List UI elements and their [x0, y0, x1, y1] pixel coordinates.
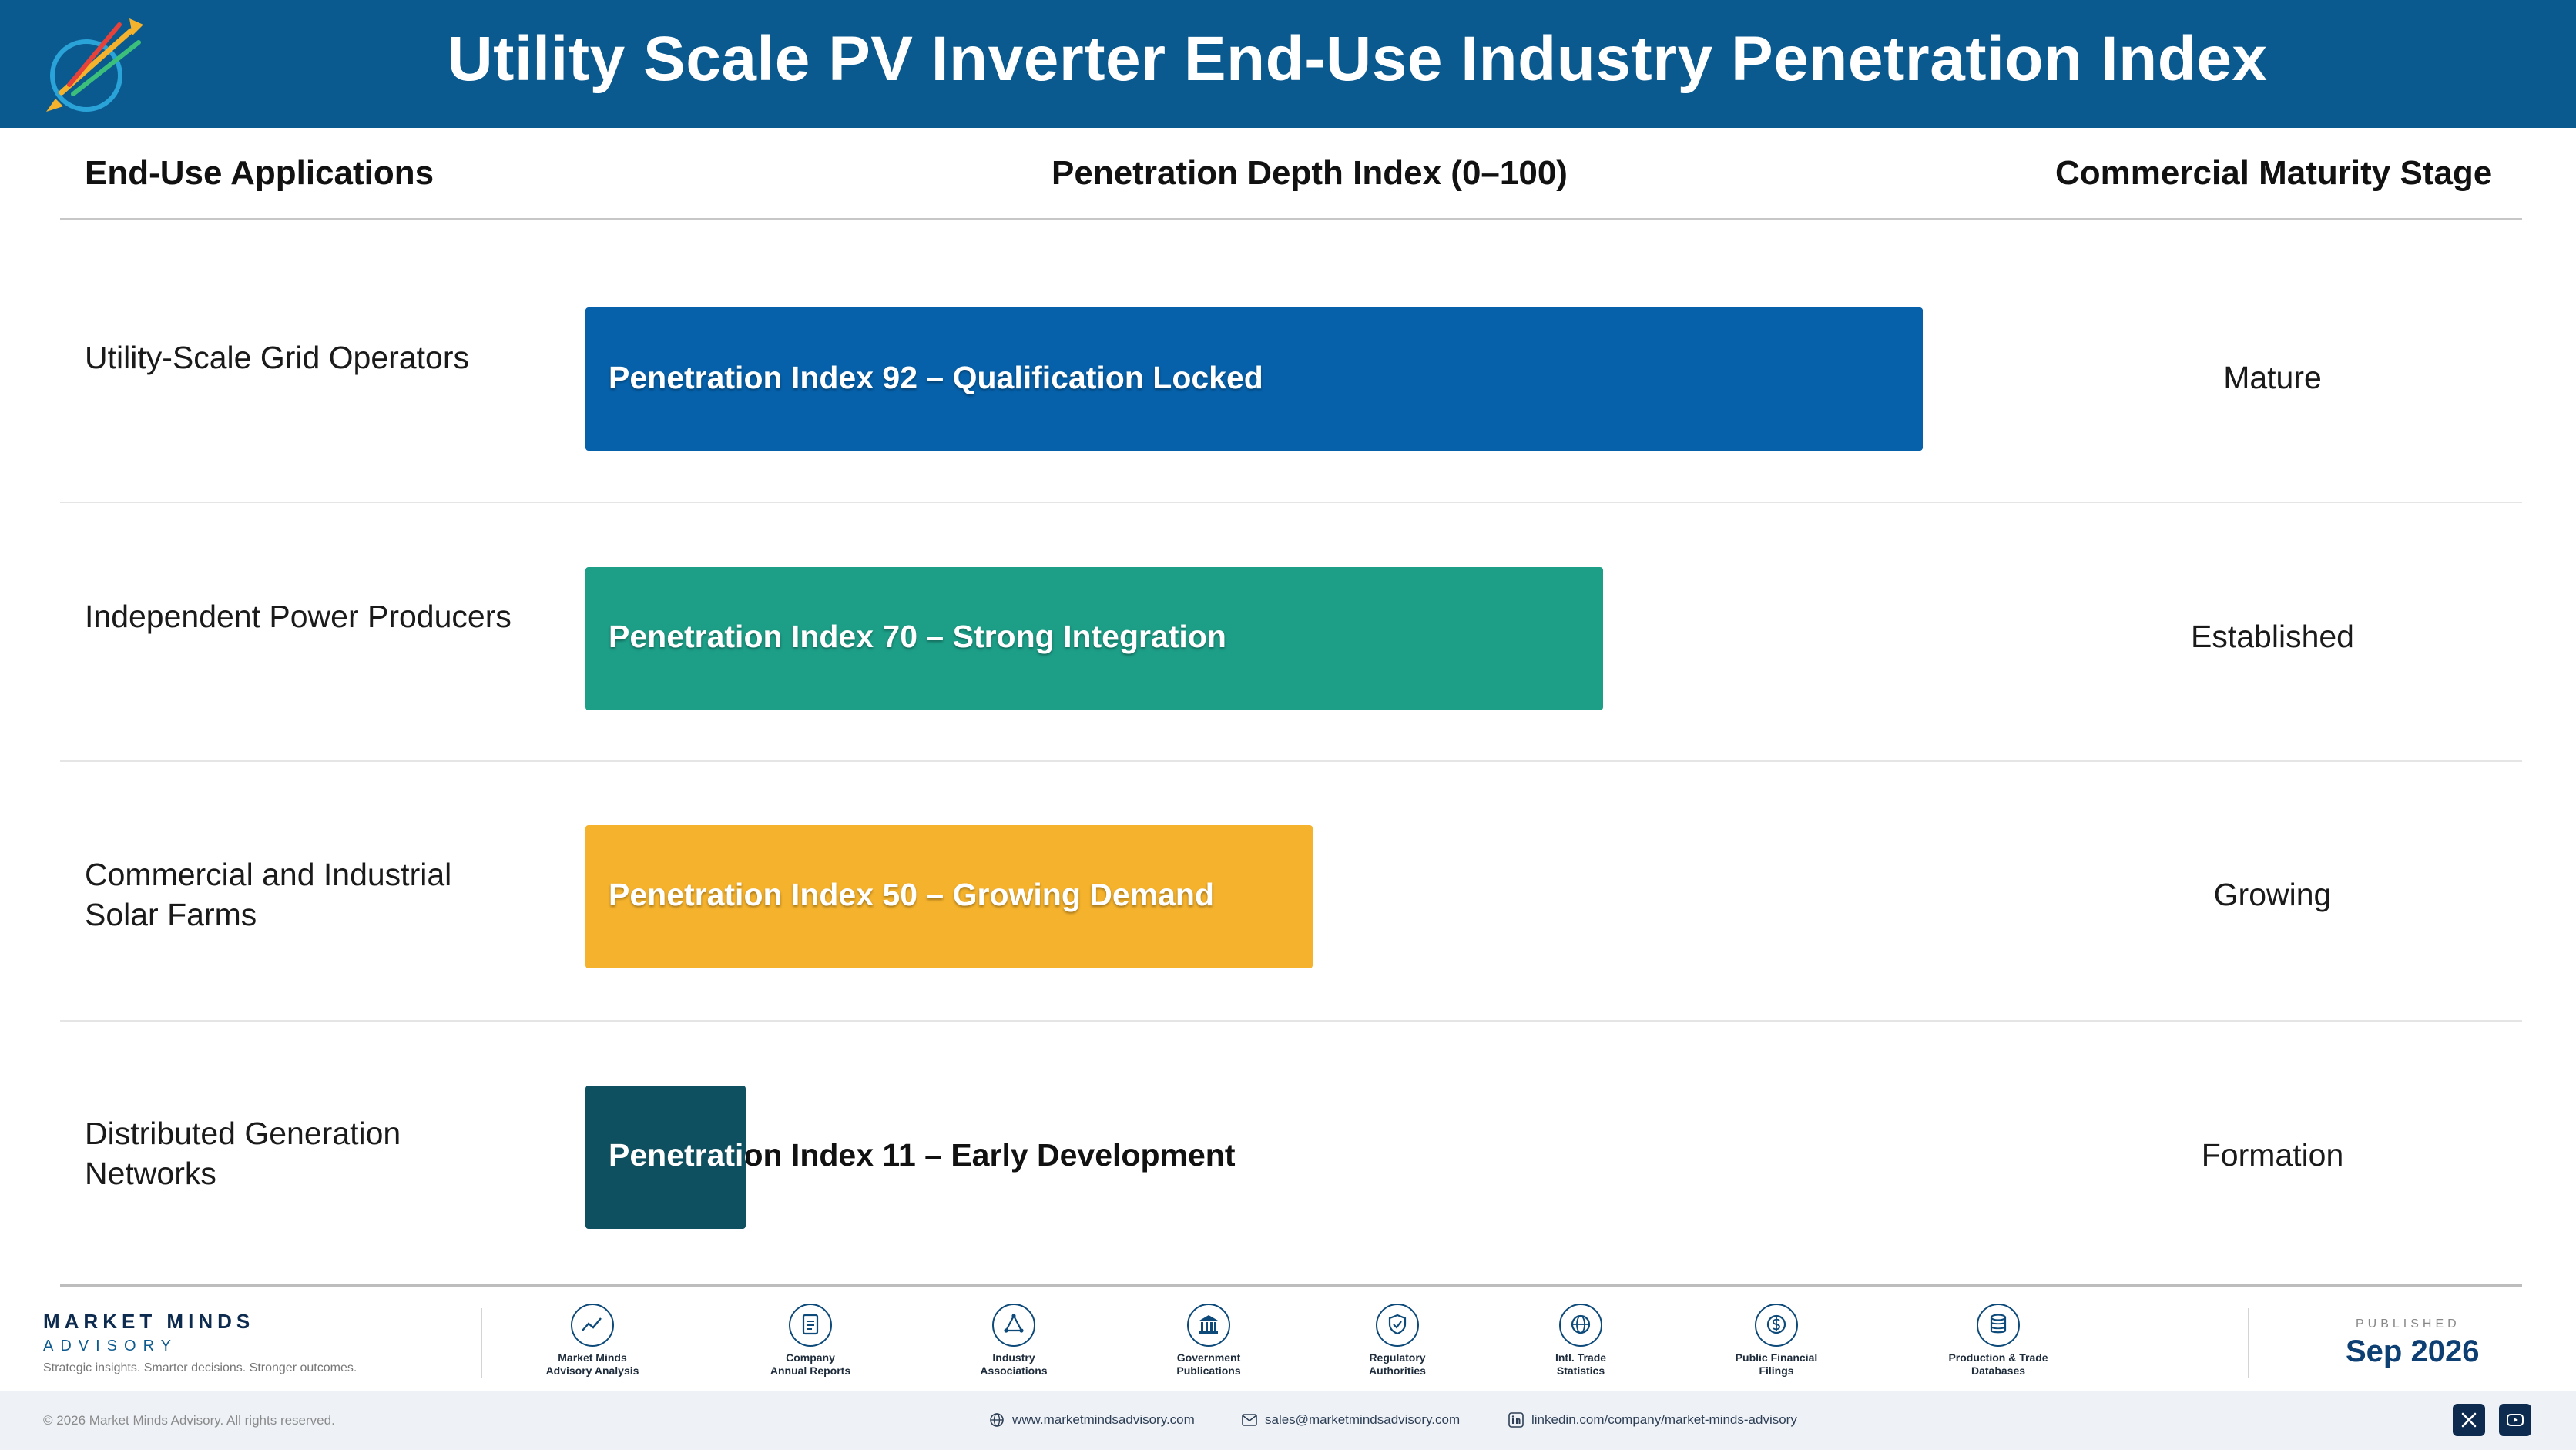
globe-icon — [990, 1413, 1004, 1427]
bar-label: Penetration Index 70 – Strong Integratio… — [609, 619, 1226, 654]
row-divider — [60, 760, 2522, 762]
penetration-bar — [585, 307, 1923, 451]
source-label: Production & Trade Databases — [1921, 1351, 2075, 1378]
source-label-line2: Associations — [980, 1364, 1048, 1377]
column-header-depth: Penetration Depth Index (0–100) — [1052, 154, 1568, 192]
header-divider — [60, 218, 2522, 220]
source-label-line2: Advisory Analysis — [545, 1364, 639, 1377]
chart-line-icon — [571, 1304, 614, 1347]
company-logo[interactable] — [39, 8, 154, 123]
source-label-line1: Industry — [992, 1351, 1035, 1364]
source-item: Industry Associations — [937, 1304, 1091, 1378]
youtube-social-button[interactable] — [2499, 1404, 2531, 1436]
source-label-line2: Filings — [1759, 1364, 1794, 1377]
source-label-line1: Market Minds — [558, 1351, 627, 1364]
dollar-coin-icon — [1755, 1304, 1798, 1347]
bar-label: Penetration Index 92 – Qualification Loc… — [609, 360, 1263, 395]
source-label-line1: Company — [786, 1351, 835, 1364]
column-header-applications: End-Use Applications — [85, 154, 434, 192]
source-label: Government Publications — [1132, 1351, 1286, 1378]
penetration-bar — [585, 825, 1313, 968]
penetration-bar — [585, 567, 1603, 710]
source-item: Production & Trade Databases — [1921, 1304, 2075, 1378]
footer-contact-band — [0, 1391, 2576, 1450]
bar-label: Penetration Index 50 – Growing Demand — [609, 877, 1215, 912]
database-icon — [1977, 1304, 2020, 1347]
source-label-line2: Annual Reports — [770, 1364, 851, 1377]
source-item: Market Minds Advisory Analysis — [515, 1304, 669, 1378]
footer-tagline: Strategic insights. Smarter decisions. S… — [43, 1361, 357, 1374]
maturity-stage: Growing — [2213, 877, 2332, 912]
published-date: Sep 2026 — [2346, 1334, 2480, 1368]
website-link[interactable]: www.marketmindsadvisory.com — [989, 1412, 1195, 1428]
application-label: Distributed Generation Networks — [85, 1116, 401, 1191]
application-label: Independent Power Producers — [85, 599, 512, 634]
network-icon — [992, 1304, 1035, 1347]
bar-label-inner: Penetration Index 11 – Early Development — [609, 1137, 746, 1173]
published-label: PUBLISHED — [2356, 1317, 2460, 1331]
application-label: Utility-Scale Grid Operators — [85, 340, 469, 375]
source-label: Intl. Trade Statistics — [1504, 1351, 1658, 1378]
source-label-line1: Government — [1176, 1351, 1241, 1364]
source-label: Company Annual Reports — [733, 1351, 887, 1378]
header-bar: Utility Scale PV Inverter End-Use Indust… — [0, 0, 2576, 128]
footer-divider — [2248, 1308, 2249, 1378]
linkedin-icon — [1508, 1412, 1524, 1428]
column-header-stage: Commercial Maturity Stage — [2055, 154, 2493, 192]
footer-sources-band — [0, 1293, 2576, 1390]
mail-icon — [1242, 1414, 1257, 1426]
source-label: Market Minds Advisory Analysis — [515, 1351, 669, 1378]
source-label-line2: Databases — [1971, 1364, 2026, 1377]
source-label-line2: Statistics — [1556, 1364, 1605, 1377]
linkedin-text: linkedin.com/company/market-minds-adviso… — [1531, 1412, 1797, 1427]
bar-label: Penetration Index 11 – Early Development — [609, 1137, 1236, 1173]
source-label-line1: Intl. Trade — [1555, 1351, 1607, 1364]
document-icon — [789, 1304, 832, 1347]
maturity-stage: Established — [2191, 619, 2354, 654]
shield-check-icon — [1376, 1304, 1419, 1347]
website-text: www.marketmindsadvisory.com — [1012, 1412, 1195, 1427]
source-label: Industry Associations — [937, 1351, 1091, 1378]
copyright-text: © 2026 Market Minds Advisory. All rights… — [43, 1413, 335, 1428]
page-title: Utility Scale PV Inverter End-Use Indust… — [447, 24, 2268, 94]
globe-icon — [1559, 1304, 1602, 1347]
email-text: sales@marketmindsadvisory.com — [1265, 1412, 1461, 1427]
application-label: Commercial and Industrial Solar Farms — [85, 857, 452, 932]
source-item: Government Publications — [1132, 1304, 1286, 1378]
linkedin-link[interactable]: linkedin.com/company/market-minds-adviso… — [1508, 1412, 1797, 1428]
government-building-icon — [1187, 1304, 1230, 1347]
youtube-icon — [2507, 1414, 2524, 1426]
x-icon — [2461, 1412, 2477, 1428]
table-bottom-rule — [60, 1284, 2522, 1287]
source-label: Regulatory Authorities — [1320, 1351, 1474, 1378]
source-item: Intl. Trade Statistics — [1504, 1304, 1658, 1378]
source-label-line1: Public Financial — [1735, 1351, 1818, 1364]
source-label-line2: Publications — [1176, 1364, 1241, 1377]
row-divider — [60, 502, 2522, 503]
x-social-button[interactable] — [2453, 1404, 2485, 1436]
footer-brand-name: MARKET MINDS — [43, 1310, 255, 1333]
maturity-stage: Mature — [2223, 360, 2322, 395]
row-divider — [60, 1020, 2522, 1022]
email-link[interactable]: sales@marketmindsadvisory.com — [1242, 1412, 1460, 1428]
maturity-stage: Formation — [2201, 1137, 2344, 1173]
source-item: Company Annual Reports — [733, 1304, 887, 1378]
source-label-line1: Production & Trade — [1948, 1351, 2048, 1364]
source-label-line1: Regulatory — [1369, 1351, 1426, 1364]
source-label-line2: Authorities — [1369, 1364, 1426, 1377]
source-item: Regulatory Authorities — [1320, 1304, 1474, 1378]
source-label: Public Financial Filings — [1699, 1351, 1853, 1378]
penetration-bar — [585, 1086, 746, 1229]
footer-brand-sub: ADVISORY — [43, 1338, 178, 1354]
source-item: Public Financial Filings — [1699, 1304, 1853, 1378]
footer-divider — [481, 1308, 482, 1378]
